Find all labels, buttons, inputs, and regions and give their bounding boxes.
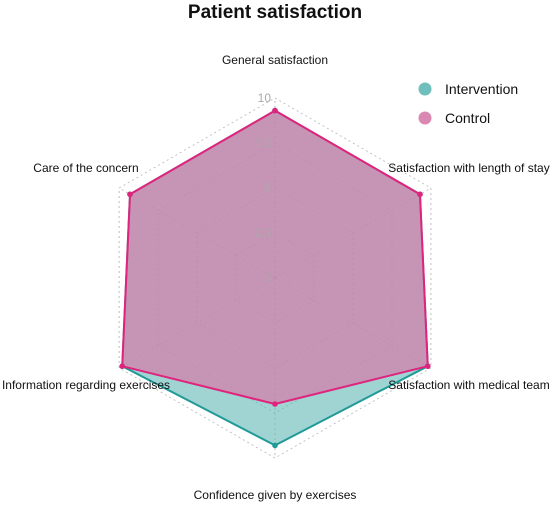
axis-label: Satisfaction with medical team bbox=[388, 378, 549, 392]
legend-label-intervention: Intervention bbox=[445, 81, 518, 97]
data-point-control bbox=[417, 191, 423, 198]
data-point-control bbox=[424, 363, 431, 370]
tick-label: 5 bbox=[264, 181, 271, 195]
legend-label-control: Control bbox=[445, 110, 490, 126]
chart-title: Patient satisfaction bbox=[187, 2, 363, 23]
radar-axis-labels: General satisfaction Satisfaction with le… bbox=[2, 53, 550, 502]
legend: Intervention Control bbox=[418, 81, 518, 126]
data-point-control bbox=[272, 107, 278, 114]
tick-label: 0 bbox=[264, 271, 271, 285]
axis-label: Care of the concern bbox=[33, 161, 138, 175]
axis-label: Information regarding exercises bbox=[2, 378, 170, 392]
legend-swatch-intervention bbox=[418, 82, 432, 96]
data-point-intervention bbox=[272, 442, 278, 449]
legend-swatch-control bbox=[418, 111, 432, 125]
data-point-control bbox=[127, 191, 133, 198]
tick-label: 7.5 bbox=[254, 136, 271, 150]
axis-label: Confidence given by exercises bbox=[194, 488, 357, 502]
tick-label: 10 bbox=[258, 91, 272, 105]
radar-tick-labels: 0 2.5 5 7.5 10 bbox=[254, 91, 271, 285]
tick-label: 2.5 bbox=[254, 226, 271, 240]
data-point-control bbox=[119, 363, 126, 370]
series-area-control bbox=[121, 109, 429, 405]
radar-series bbox=[119, 107, 431, 449]
axis-label: General satisfaction bbox=[222, 53, 328, 67]
axis-label: Satisfaction with length of stay bbox=[388, 161, 549, 175]
data-point-control bbox=[272, 401, 278, 407]
